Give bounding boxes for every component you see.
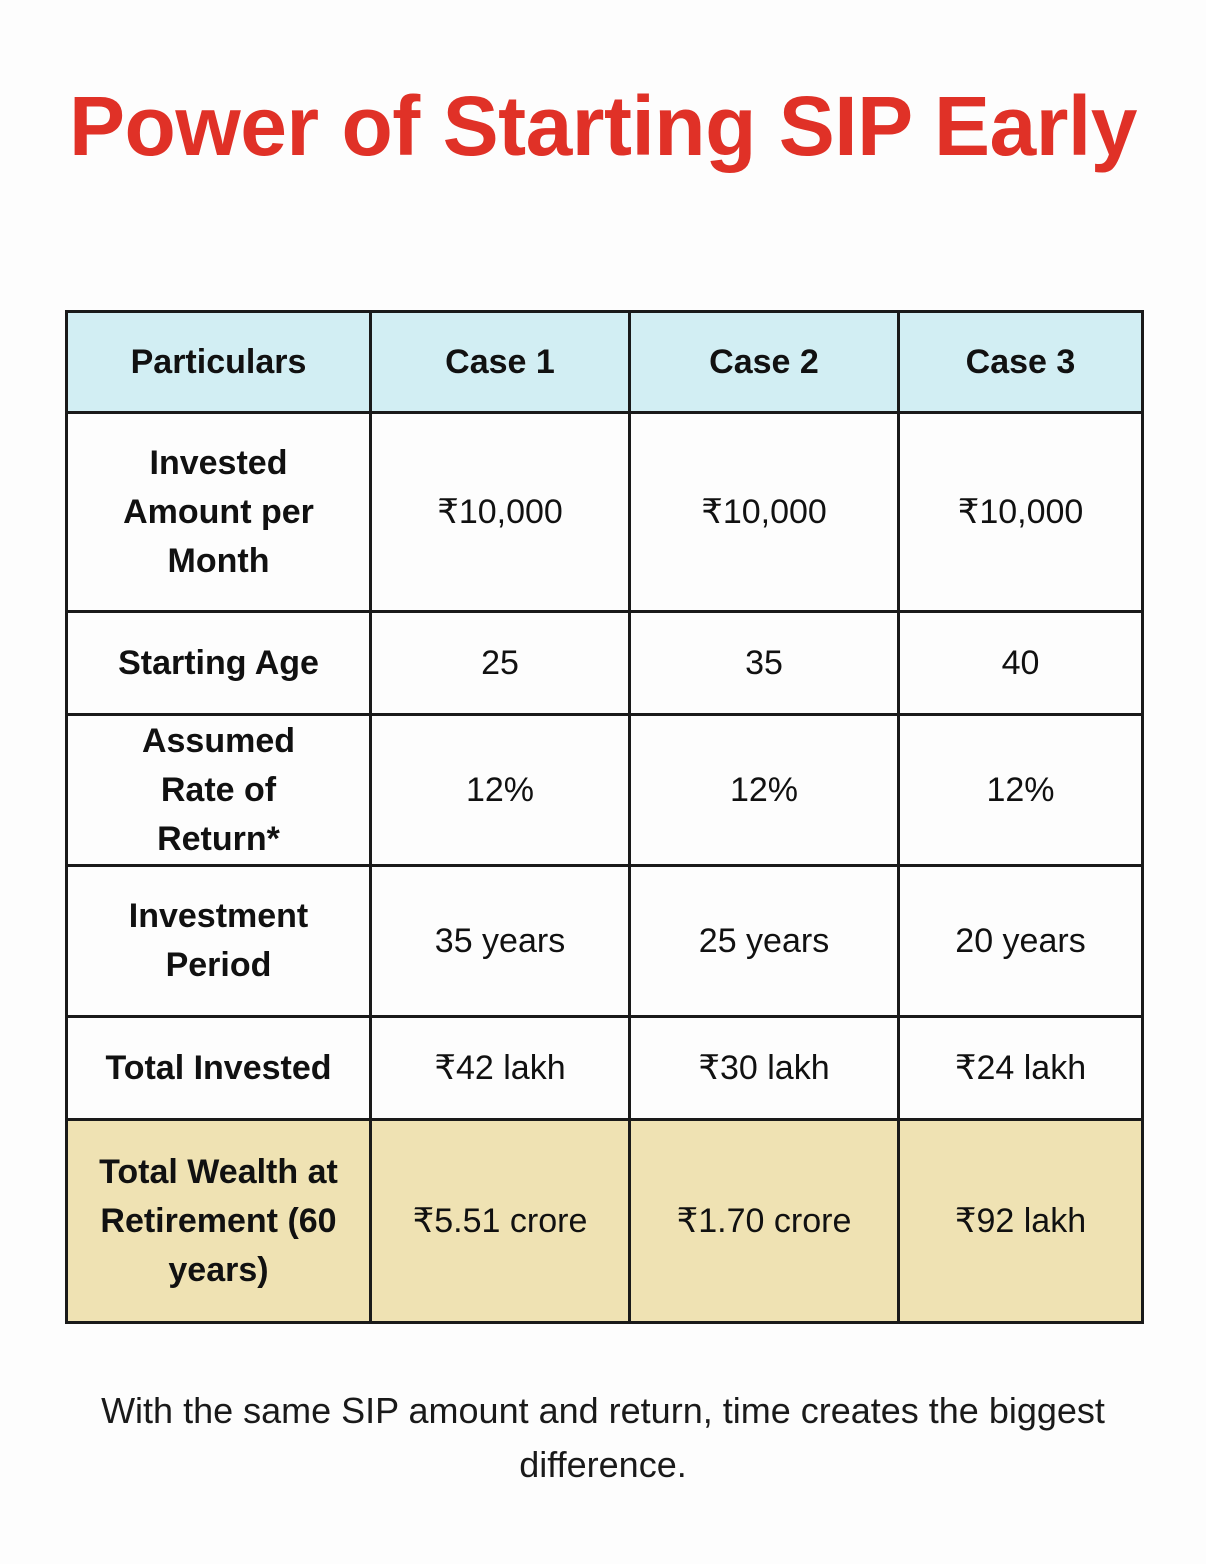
row-label: Invested Amount per Month [65, 411, 372, 613]
cell-case-3: 20 years [897, 864, 1144, 1018]
page-title: Power of Starting SIP Early [69, 79, 1137, 173]
cell-case-2: ₹1.70 crore [628, 1118, 900, 1324]
cell-case-3: 12% [897, 713, 1144, 867]
table-row-total-invested: Total Invested ₹42 lakh ₹30 lakh ₹24 lak… [65, 1015, 1144, 1121]
cell-case-3: 40 [897, 610, 1144, 716]
cell-case-1: ₹42 lakh [369, 1015, 631, 1121]
cell-case-1: ₹10,000 [369, 411, 631, 613]
cell-case-1: ₹5.51 crore [369, 1118, 631, 1324]
cell-case-2: 12% [628, 713, 900, 867]
table-row-investment-period: Investment Period 35 years 25 years 20 y… [65, 864, 1144, 1018]
footer-note: With the same SIP amount and return, tim… [101, 1390, 1105, 1485]
row-label: Starting Age [65, 610, 372, 716]
row-label: Total Invested [65, 1015, 372, 1121]
table-row-rate-of-return: Assumed Rate of Return* 12% 12% 12% [65, 713, 1144, 867]
cell-case-2: ₹30 lakh [628, 1015, 900, 1121]
sip-comparison-table: Particulars Case 1 Case 2 Case 3 Investe… [65, 310, 1144, 1324]
table-row-invested-amount: Invested Amount per Month ₹10,000 ₹10,00… [65, 411, 1144, 613]
header-case-2: Case 2 [628, 310, 900, 414]
cell-case-2: 25 years [628, 864, 900, 1018]
header-particulars: Particulars [65, 310, 372, 414]
row-label: Assumed Rate of Return* [65, 713, 372, 867]
table-row-starting-age: Starting Age 25 35 40 [65, 610, 1144, 716]
cell-case-3: ₹92 lakh [897, 1118, 1144, 1324]
cell-case-3: ₹10,000 [897, 411, 1144, 613]
table-header-row: Particulars Case 1 Case 2 Case 3 [65, 310, 1144, 414]
cell-case-2: ₹10,000 [628, 411, 900, 613]
table-row-total-wealth: Total Wealth at Retirement (60 years) ₹5… [65, 1118, 1144, 1324]
cell-case-2: 35 [628, 610, 900, 716]
row-label: Total Wealth at Retirement (60 years) [65, 1118, 372, 1324]
cell-case-1: 25 [369, 610, 631, 716]
header-case-1: Case 1 [369, 310, 631, 414]
cell-case-3: ₹24 lakh [897, 1015, 1144, 1121]
row-label: Investment Period [65, 864, 372, 1018]
cell-case-1: 12% [369, 713, 631, 867]
cell-case-1: 35 years [369, 864, 631, 1018]
header-case-3: Case 3 [897, 310, 1144, 414]
